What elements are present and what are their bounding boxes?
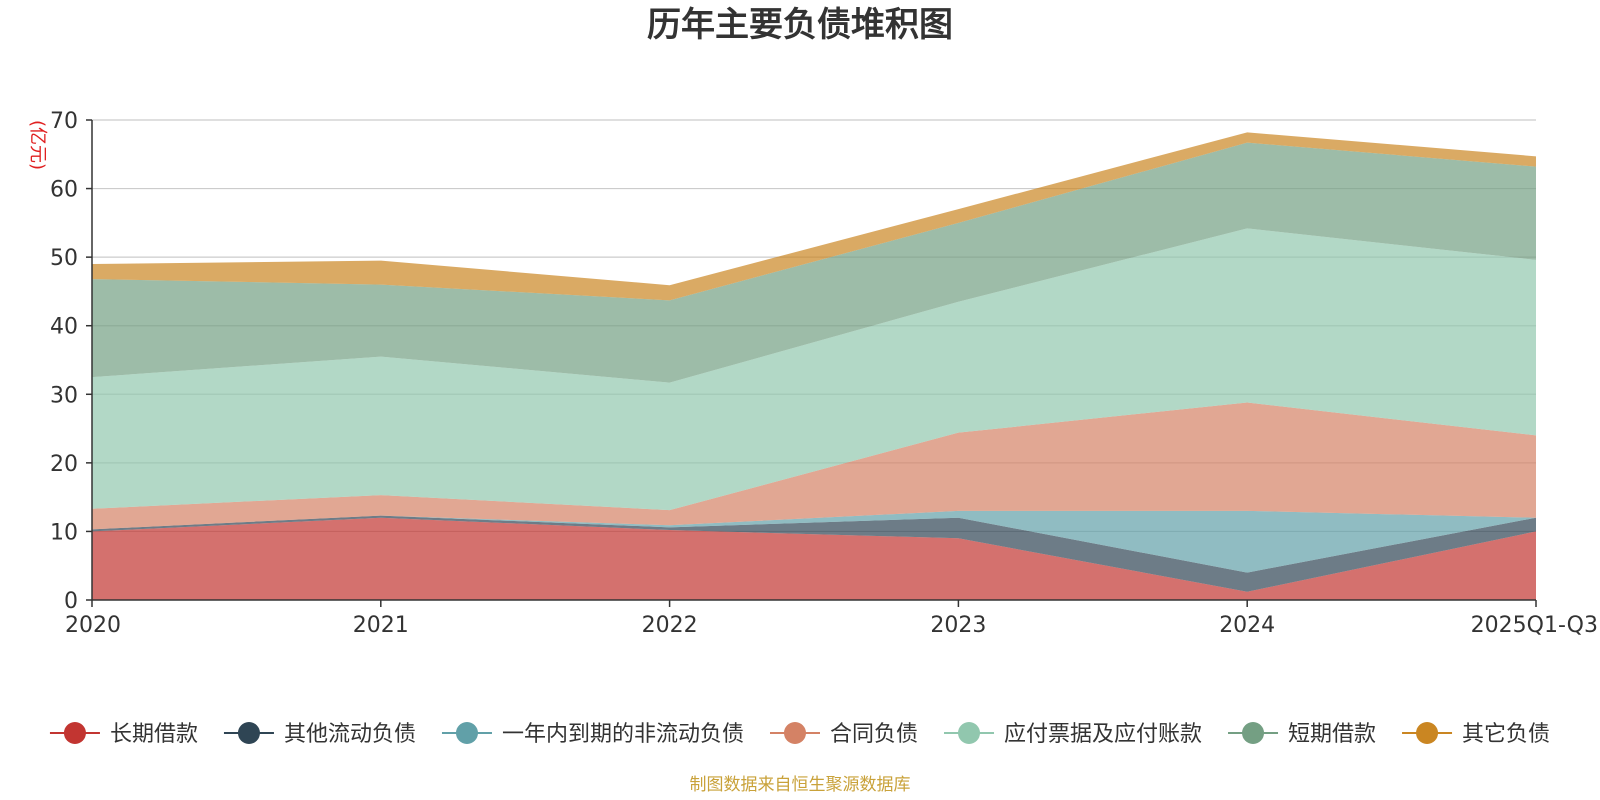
legend-circle-icon [1416, 722, 1439, 744]
source-note: 制图数据来自恒生聚源数据库 [690, 775, 911, 795]
area-series-2 [92, 515, 1536, 592]
x-tick-label: 2023 [930, 613, 986, 638]
x-tick-label: 2024 [1219, 613, 1275, 638]
y-tick-label: 70 [50, 109, 78, 134]
y-tick-label: 60 [50, 178, 78, 203]
legend-label: 应付票据及应付账款 [1004, 722, 1202, 747]
x-tick-label: 2021 [353, 613, 409, 638]
legend-item-7[interactable]: 其它负债 [1402, 722, 1550, 747]
legend-item-4[interactable]: 合同负债 [769, 722, 918, 747]
legend-item-3[interactable]: 一年内到期的非流动负债 [441, 722, 744, 747]
y-axis-unit: (亿元) [27, 120, 48, 170]
legend-item-2[interactable]: 其他流动负债 [223, 722, 416, 747]
x-tick-label: 2020 [65, 613, 121, 638]
legend-label: 其它负债 [1462, 722, 1550, 747]
y-tick-label: 40 [50, 315, 78, 340]
area-series-5 [92, 228, 1536, 511]
y-tick-label: 0 [64, 589, 78, 614]
area-series-4 [92, 402, 1536, 530]
y-tick-label: 50 [50, 246, 78, 271]
area-series [92, 132, 1536, 600]
legend-circle-icon [783, 722, 806, 744]
legend-item-6[interactable]: 短期借款 [1228, 722, 1376, 747]
area-series-7 [92, 132, 1536, 301]
legend-item-1[interactable]: 长期借款 [49, 722, 198, 747]
axes [91, 120, 1536, 601]
y-tick-label: 10 [50, 520, 78, 545]
legend-label: 一年内到期的非流动负债 [502, 722, 744, 747]
tick-labels: 0 10 20 30 40 50 60 70 2020 2021 2022 2023 2024 2025Q… [50, 109, 1598, 638]
legend-label: 长期借款 [110, 722, 198, 747]
y-tick-label: 20 [50, 452, 78, 477]
legend-circle-icon [63, 722, 86, 744]
area-series-6 [92, 142, 1536, 383]
area-series-3 [92, 510, 1536, 573]
chart-title: 历年主要负债堆积图 [647, 5, 953, 45]
legend-circle-icon [455, 722, 478, 744]
legend-circle-icon [237, 722, 260, 744]
legend-circle-icon [1242, 722, 1265, 744]
legend[interactable]: 长期借款 其他流动负债 一年内到期的非流动负债 合同负债 应付票据及应付账款 短期借款 其它… [49, 722, 1550, 747]
legend-label: 短期借款 [1288, 722, 1376, 747]
x-tick-label: 2025Q1-Q3 [1471, 613, 1598, 638]
y-tick-label: 30 [50, 383, 78, 408]
area-series-1 [92, 517, 1536, 600]
legend-circle-icon [958, 722, 981, 744]
x-tick-label: 2022 [642, 613, 698, 638]
legend-label: 合同负债 [830, 722, 918, 747]
legend-label: 其他流动负债 [284, 722, 416, 747]
legend-item-5[interactable]: 应付票据及应付账款 [944, 722, 1202, 747]
